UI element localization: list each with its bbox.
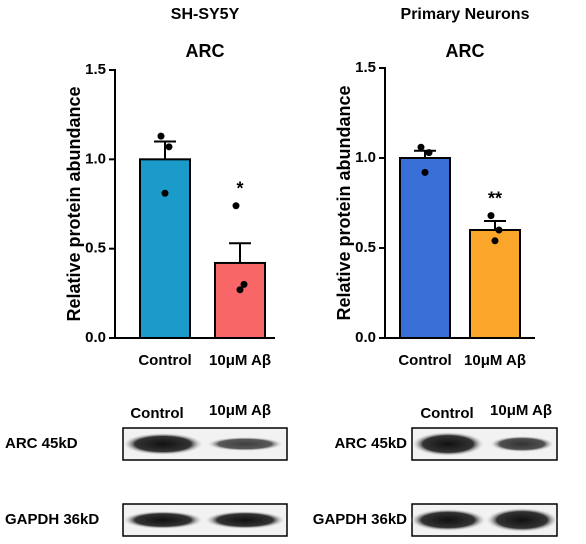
blot-band bbox=[490, 436, 554, 452]
blot-row-label: GAPDH 36kD bbox=[313, 511, 407, 528]
data-point bbox=[495, 226, 503, 234]
x-tick-label: 10μM Aβ bbox=[209, 352, 271, 369]
blot-row-label: ARC 45kD bbox=[334, 435, 407, 452]
chart-subtitle: SH-SY5Y bbox=[171, 6, 240, 23]
y-tick-label: 1.5 bbox=[85, 61, 106, 78]
y-tick-label: 1.0 bbox=[355, 149, 376, 166]
data-point bbox=[425, 149, 433, 157]
blot-band bbox=[123, 433, 203, 455]
blot-band bbox=[207, 437, 283, 451]
x-tick-label: Control bbox=[138, 352, 191, 369]
blot-band bbox=[486, 508, 558, 532]
blot-column-label: Control bbox=[420, 405, 473, 422]
significance-label: * bbox=[236, 179, 243, 199]
data-point bbox=[417, 143, 425, 151]
x-tick-label: Control bbox=[398, 352, 451, 369]
y-axis-label: Relative protein abundance bbox=[334, 85, 354, 320]
data-point bbox=[232, 202, 240, 210]
blot-column-label: 10μM Aβ bbox=[490, 402, 552, 419]
y-tick-label: 1.0 bbox=[85, 150, 106, 167]
y-tick-label: 0.5 bbox=[85, 240, 106, 257]
chart-title: ARC bbox=[186, 41, 225, 61]
data-point bbox=[161, 189, 169, 197]
blot-band bbox=[410, 509, 486, 531]
blot-band bbox=[412, 432, 484, 456]
y-tick-label: 0.0 bbox=[355, 329, 376, 346]
chart-title: ARC bbox=[446, 41, 485, 61]
bar bbox=[214, 261, 266, 339]
blot-band bbox=[123, 511, 203, 529]
bar bbox=[139, 158, 191, 339]
y-tick-label: 0.0 bbox=[85, 329, 106, 346]
blot-column-label: 10μM Aβ bbox=[209, 402, 271, 419]
data-point bbox=[165, 143, 173, 151]
y-tick-label: 1.5 bbox=[355, 59, 376, 76]
data-point bbox=[240, 280, 248, 288]
data-point bbox=[491, 237, 499, 245]
data-point bbox=[157, 132, 165, 140]
data-point bbox=[236, 286, 244, 294]
y-axis-label: Relative protein abundance bbox=[64, 86, 84, 321]
data-point bbox=[487, 212, 495, 220]
data-point bbox=[421, 168, 429, 176]
x-tick-label: 10μM Aβ bbox=[464, 352, 526, 369]
bar bbox=[469, 229, 521, 339]
blot-band bbox=[205, 511, 285, 529]
chart-subtitle: Primary Neurons bbox=[401, 6, 530, 23]
y-tick-label: 0.5 bbox=[355, 239, 376, 256]
blot-row-label: GAPDH 36kD bbox=[5, 511, 99, 528]
bar bbox=[399, 157, 451, 339]
significance-label: ** bbox=[488, 188, 502, 208]
blot-column-label: Control bbox=[130, 405, 183, 422]
blot-row-label: ARC 45kD bbox=[5, 435, 78, 452]
blot-images bbox=[122, 427, 558, 537]
